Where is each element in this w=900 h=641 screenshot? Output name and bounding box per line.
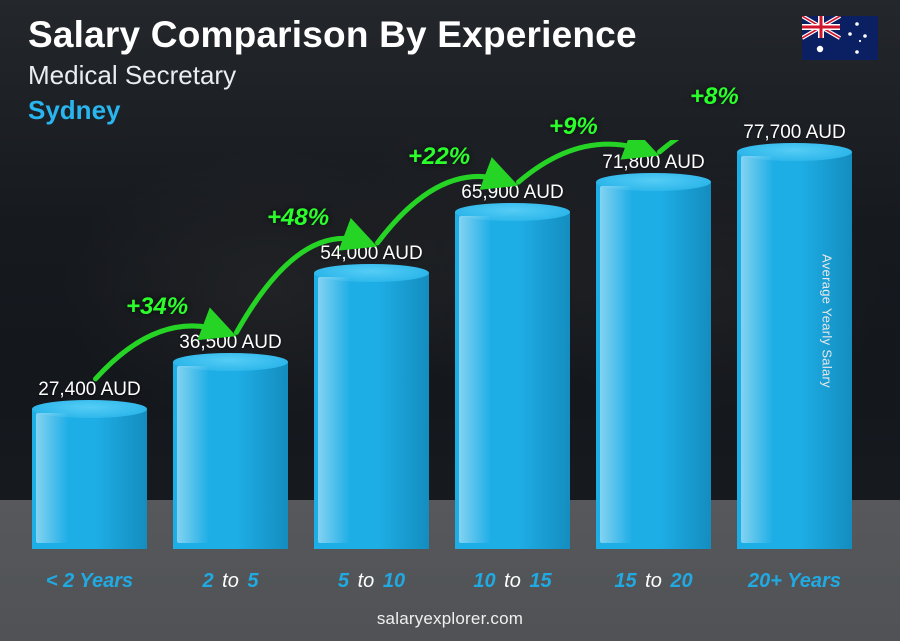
footer-source: salaryexplorer.com <box>0 609 900 629</box>
page-title: Salary Comparison By Experience <box>28 14 637 56</box>
x-label-3: 10 to 15 <box>455 570 570 593</box>
pct-label-3: +22% <box>408 143 470 171</box>
bar-chart: 27,400 AUD 36,500 AUD 54,000 AUD 65,900 AUD… <box>32 140 852 549</box>
job-role: Medical Secretary <box>28 60 637 91</box>
bar-4: 71,800 AUD <box>596 152 711 549</box>
pct-label-4: +9% <box>549 113 598 141</box>
bar-value-label: 77,700 AUD <box>743 122 845 144</box>
x-label-4: 15 to 20 <box>596 570 711 593</box>
bar-value-label: 65,900 AUD <box>461 182 563 204</box>
australia-flag-icon <box>802 16 878 60</box>
x-axis-labels: < 2 Years 2 to 5 5 to 10 10 to 15 15 to 20 20… <box>32 570 852 593</box>
bar-value-label: 71,800 AUD <box>602 152 704 174</box>
x-label-1: 2 to 5 <box>173 570 288 593</box>
pct-label-2: +48% <box>267 204 329 232</box>
bar-5: 77,700 AUD <box>737 122 852 549</box>
bars-container: 27,400 AUD 36,500 AUD 54,000 AUD 65,900 AUD… <box>32 140 852 549</box>
bar-0: 27,400 AUD <box>32 379 147 549</box>
y-axis-label: Average Yearly Salary <box>820 254 835 388</box>
bar-value-label: 36,500 AUD <box>179 332 281 354</box>
infographic-canvas: { "header": { "title": "Salary Compariso… <box>0 0 900 641</box>
bar-value-label: 27,400 AUD <box>38 379 140 401</box>
city-label: Sydney <box>28 95 637 126</box>
bar-2: 54,000 AUD <box>314 243 429 549</box>
header: Salary Comparison By Experience Medical … <box>28 14 637 126</box>
x-label-0: < 2 Years <box>32 570 147 593</box>
bar-3: 65,900 AUD <box>455 182 570 549</box>
x-label-2: 5 to 10 <box>314 570 429 593</box>
pct-label-5: +8% <box>690 83 739 111</box>
x-label-5: 20+ Years <box>737 570 852 593</box>
bar-1: 36,500 AUD <box>173 332 288 549</box>
bar-value-label: 54,000 AUD <box>320 243 422 265</box>
pct-label-1: +34% <box>126 293 188 321</box>
